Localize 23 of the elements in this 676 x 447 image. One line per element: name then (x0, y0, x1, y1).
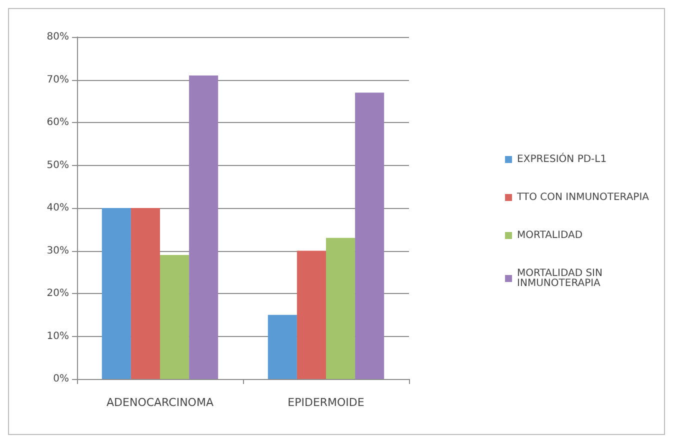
bar (296, 250, 326, 379)
y-tick-label: 20% (46, 288, 69, 299)
bar (326, 238, 356, 379)
y-tick-label: 10% (46, 330, 69, 342)
legend-label: MORTALIDAD SIN INMUNOTERAPIA (517, 268, 606, 289)
bar (102, 208, 131, 379)
y-tick-label: 40% (46, 202, 69, 214)
legend-label: MORTALIDAD (517, 230, 583, 241)
bar (268, 314, 297, 379)
y-tick-label: 30% (46, 245, 69, 256)
x-tick-label: EPIDERMOIDE (288, 396, 364, 409)
legend-label: EXPRESIÓN PD-L1 (517, 152, 607, 165)
bar (160, 255, 190, 379)
x-tick-label: ADENOCARCINOMA (106, 396, 214, 409)
legend-label: TTO CON INMUNOTERAPIA (516, 192, 650, 203)
bar (355, 92, 384, 379)
y-tick-label: 80% (46, 32, 69, 42)
y-tick-label: 70% (46, 74, 69, 86)
bar (189, 75, 218, 379)
y-tick-label: 50% (46, 160, 69, 171)
bar (130, 208, 160, 379)
y-tick-label: 0% (53, 374, 69, 384)
y-tick-label: 60% (46, 117, 69, 128)
